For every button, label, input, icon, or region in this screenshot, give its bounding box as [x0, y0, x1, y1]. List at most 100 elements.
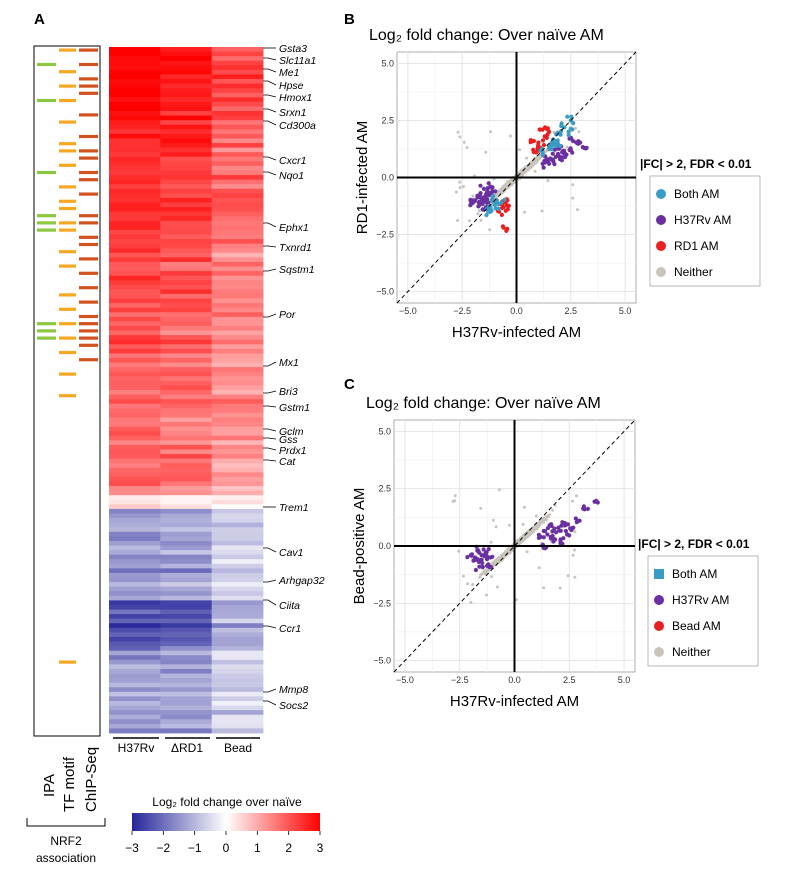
heatmap-cell — [109, 591, 161, 597]
chip-seq-mark — [79, 322, 98, 326]
heatmap-cell — [109, 390, 161, 395]
heatmap-cell — [109, 307, 161, 313]
y-tick-label: 5.0 — [381, 58, 394, 68]
heatmap-cell — [160, 577, 213, 583]
heatmap-cell — [211, 586, 264, 592]
heatmap-cell — [109, 79, 161, 84]
point-neither — [465, 146, 469, 149]
point-neither — [537, 566, 541, 570]
heatmap-cell — [160, 184, 213, 190]
point-neither — [469, 600, 473, 604]
heatmap-cell — [211, 129, 264, 135]
heatmap-cell — [109, 449, 161, 455]
point-neither — [461, 185, 465, 188]
heatmap-cell — [109, 56, 161, 62]
heatmap-cell — [160, 385, 213, 391]
ipa-mark — [37, 336, 56, 340]
point-h37rv-am — [550, 533, 555, 539]
heatmap-cell — [211, 449, 264, 455]
heatmap-cell — [211, 284, 264, 290]
point-rd1-am — [506, 203, 511, 208]
heatmap-cell — [160, 673, 213, 679]
heatmap-cell — [160, 582, 213, 588]
heatmap-cell — [211, 444, 264, 450]
heatmap-cell — [109, 508, 161, 514]
heatmap-cell — [109, 458, 161, 464]
point-neither — [501, 553, 505, 557]
heatmap-cell — [109, 664, 161, 670]
heatmap-cell — [160, 79, 213, 84]
chip-seq-mark — [79, 343, 98, 347]
heatmap-cell — [109, 216, 161, 222]
y-tick-label: −5.0 — [376, 287, 394, 297]
heatmap-cell — [211, 88, 264, 94]
heatmap-cell — [160, 710, 213, 716]
color-scale-tick-label: 2 — [285, 841, 292, 855]
point-both-am — [484, 213, 489, 218]
heatmap-cell — [109, 403, 161, 409]
heatmap-cell — [160, 207, 213, 213]
heatmap-cell — [211, 559, 264, 565]
heatmap-cell — [109, 426, 161, 432]
heatmap-cell — [160, 111, 213, 116]
heatmap-cell — [211, 161, 264, 167]
tf-motif-mark — [59, 228, 76, 232]
tf-motif-mark — [59, 199, 76, 203]
heatmap-cell — [211, 513, 264, 519]
heatmap-cell — [109, 728, 161, 734]
heatmap-cell — [211, 691, 264, 697]
point-neither — [542, 586, 546, 590]
point-neither — [454, 190, 458, 194]
identity-line — [396, 51, 637, 304]
gene-leader-line — [263, 268, 277, 272]
heatmap-cell — [109, 723, 161, 729]
heatmap-cell — [160, 275, 213, 281]
heatmap-cell — [211, 687, 264, 693]
heatmap-cell — [211, 266, 264, 272]
point-h37rv-am — [563, 528, 569, 534]
gene-label: Cav1 — [279, 547, 304, 559]
heatmap-cell — [211, 431, 264, 437]
heatmap-cell — [211, 106, 264, 112]
heatmap-cell — [160, 120, 213, 126]
heatmap-cell — [211, 454, 264, 459]
point-h37rv-am — [565, 522, 571, 527]
heatmap-cell — [109, 101, 161, 107]
panel-label-a: A — [34, 11, 45, 28]
x-tick-label: 5.0 — [618, 675, 631, 685]
point-neither — [478, 575, 482, 579]
heatmap-cell — [109, 719, 161, 725]
heatmap-cell — [211, 636, 264, 642]
heatmap-cell — [211, 627, 264, 633]
point-h37rv-am — [550, 151, 555, 156]
gene-label: Ciita — [279, 600, 300, 612]
heatmap-cell — [211, 289, 264, 295]
heatmap-cell — [109, 60, 161, 66]
heatmap-cell — [211, 600, 264, 606]
chip-seq-mark — [79, 178, 98, 182]
heatmap-cell — [211, 522, 264, 528]
heatmap-cell — [211, 56, 264, 62]
heatmap-cell — [109, 65, 161, 71]
point-h37rv-am — [569, 136, 574, 141]
heatmap-cell — [211, 156, 264, 162]
scatter-panel-c: −5.0 −5.0 −2.5 −2.5 0.0 0.0 2.5 2.5 5.0 5.0 Log₂ f… — [351, 395, 759, 710]
heatmap-cell — [109, 280, 161, 286]
chip-seq-mark — [79, 300, 98, 304]
heatmap-cell — [160, 371, 213, 377]
y-tick-label: 0.0 — [381, 173, 394, 183]
heatmap-cell — [211, 545, 264, 551]
heatmap-cell — [211, 97, 264, 103]
point-both-am — [549, 140, 554, 145]
heatmap-cell — [109, 335, 161, 341]
heatmap-cell — [211, 705, 264, 711]
heatmap-cell — [109, 51, 161, 57]
heatmap-cell — [211, 582, 264, 588]
point-h37rv-am — [480, 565, 485, 570]
heatmap-cell — [109, 147, 161, 153]
heatmap-cell — [160, 458, 213, 464]
heatmap-cell — [160, 719, 213, 725]
y-tick-label: −2.5 — [373, 598, 391, 608]
heatmap-cell — [160, 51, 213, 57]
heatmap-cell — [211, 120, 264, 126]
